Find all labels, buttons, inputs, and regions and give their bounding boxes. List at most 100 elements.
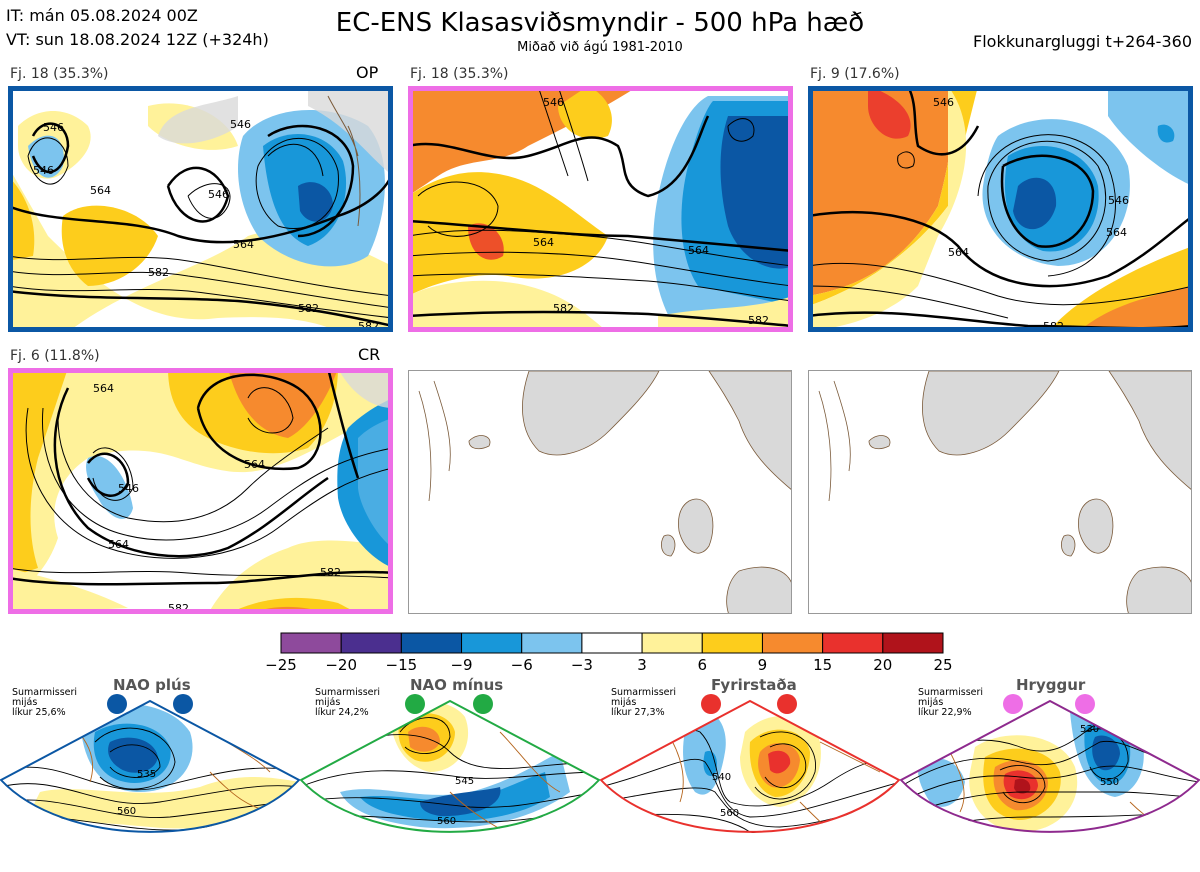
- regime-marker: [405, 694, 425, 714]
- contour-label: 564: [108, 538, 129, 551]
- contour-label: 564: [93, 382, 114, 395]
- colorbar-swatch: [761, 632, 824, 654]
- contour-label: 546: [543, 96, 564, 109]
- empty-map-2: [808, 370, 1192, 614]
- regime-map-ridge: 530 550 575: [900, 699, 1200, 849]
- regime-border: [0, 699, 300, 833]
- panel-border: [808, 86, 1193, 332]
- regime-contour-label: 560: [117, 806, 136, 817]
- colorbar-swatch: [581, 632, 643, 654]
- regime-border: [300, 699, 600, 833]
- colorbar-tick-label: 25: [933, 656, 953, 674]
- panel-border: [8, 86, 393, 332]
- colorbar-tick-label: −9: [450, 656, 473, 674]
- contour-label: 564: [90, 184, 111, 197]
- regime-marker: [473, 694, 493, 714]
- regime-contour-label: 575: [447, 850, 466, 861]
- regime-contour-label: 575: [1090, 838, 1109, 849]
- regime-contour-label: 560: [437, 816, 456, 827]
- regime-marker: [107, 694, 127, 714]
- colorbar-tick-label: 6: [697, 656, 708, 674]
- cluster-map-1: 546 546 546 564 582 546 564 582 582: [8, 86, 393, 332]
- page-subtitle: Miðað við ágú 1981-2010: [517, 40, 683, 55]
- contour-label: 564: [1106, 226, 1127, 239]
- panel-border: [8, 368, 393, 614]
- colorbar-tick-label: −20: [325, 656, 357, 674]
- colorbar-swatch: [641, 632, 703, 654]
- regime-contour-label: 540: [712, 772, 731, 783]
- contour-label: 546: [208, 188, 229, 201]
- regime-info-blocking: Sumarmisseri mijás líkur 27,3%: [611, 687, 677, 718]
- regime-contour-label: 530: [1080, 724, 1099, 735]
- contour-label: 546: [43, 121, 64, 134]
- panel-1-tag: OP: [356, 63, 379, 82]
- contour-label: 546: [933, 96, 954, 109]
- regime-map-blocking: 540 560 575: [600, 699, 900, 843]
- colorbar-tick-label: −15: [385, 656, 418, 674]
- colorbar: [280, 632, 944, 654]
- colorbar-swatch: [822, 632, 884, 654]
- regime-marker: [1003, 694, 1023, 714]
- regime-name-ridge: Hryggur: [1016, 676, 1086, 694]
- panel-4-tag: CR: [358, 345, 381, 364]
- colorbar-tick-label: −3: [570, 656, 593, 674]
- panel-border: [408, 86, 793, 332]
- classification-window-label: Flokkunargluggi t+264-360: [973, 32, 1192, 51]
- regime-marker: [1075, 694, 1095, 714]
- empty-map-1: [408, 370, 792, 614]
- page-title: EC-ENS Klasasviðsmyndir - 500 hPa hæð: [335, 8, 865, 38]
- contour-label: 546: [33, 164, 54, 177]
- contour-label: 582: [298, 302, 319, 315]
- cluster-map-4: 564 546 564 564 582 582: [8, 368, 393, 614]
- colorbar-tick-label: −25: [265, 656, 297, 674]
- contour-label: 582: [748, 314, 769, 327]
- regime-info-nao-minus: Sumarmisseri mijás líkur 24,2%: [315, 687, 381, 718]
- regime-name-blocking: Fyrirstaða: [711, 676, 797, 694]
- colorbar-tick-label: 15: [813, 656, 833, 674]
- regime-border: [600, 699, 900, 833]
- regime-name-nao-plus: NAO plús: [113, 676, 191, 694]
- colorbar-swatch: [280, 632, 342, 654]
- contour-label: 582: [148, 266, 169, 279]
- contour-label: 564: [688, 244, 709, 257]
- colorbar-tick-label: 20: [873, 656, 893, 674]
- contour-label: 546: [118, 482, 139, 495]
- regime-map-nao-minus: 545 560 575: [300, 699, 600, 861]
- regime-marker: [701, 694, 721, 714]
- regime-marker: [173, 694, 193, 714]
- colorbar-tick-label: 3: [637, 656, 647, 674]
- contour-label: 582: [320, 566, 341, 579]
- panel-2-label: Fj. 18 (35.3%): [410, 66, 509, 82]
- regime-info-nao-plus: Sumarmisseri mijás líkur 25,6%: [12, 687, 78, 718]
- panel-1-label: Fj. 18 (35.3%): [10, 66, 109, 82]
- colorbar-swatch: [461, 632, 523, 654]
- colorbar-swatch: [340, 632, 402, 654]
- regime-contour-label: 560: [720, 808, 739, 819]
- panel-4-label: Fj. 6 (11.8%): [10, 348, 100, 364]
- contour-label: 564: [533, 236, 554, 249]
- cluster-map-3: 546 546 564 564 582: [808, 86, 1193, 332]
- regime-marker: [777, 694, 797, 714]
- regime-contour-label: 550: [1100, 777, 1119, 788]
- regime-contour-label: 575: [737, 832, 756, 843]
- colorbar-swatch: [521, 632, 583, 654]
- regime-name-nao-minus: NAO mínus: [410, 676, 504, 694]
- regime-info-ridge: Sumarmisseri mijás líkur 22,9%: [918, 687, 984, 718]
- regime-map-nao-plus: 535 560: [0, 699, 300, 833]
- colorbar-swatch: [882, 632, 944, 654]
- regime-contour-label: 545: [455, 776, 474, 787]
- contour-label: 564: [233, 238, 254, 251]
- contour-label: 564: [948, 246, 969, 259]
- initial-time-label: IT: mán 05.08.2024 00Z: [6, 6, 198, 25]
- contour-label: 582: [553, 302, 574, 315]
- contour-label: 546: [230, 118, 251, 131]
- cluster-map-2: 546 564 582 564 582: [408, 86, 793, 332]
- contour-label: 546: [1108, 194, 1129, 207]
- contour-label: 564: [244, 458, 265, 471]
- panel-3-label: Fj. 9 (17.6%): [810, 66, 900, 82]
- colorbar-swatch: [701, 632, 763, 654]
- colorbar-swatch: [400, 632, 463, 654]
- regime-border: [900, 699, 1200, 833]
- regime-contour-label: 535: [137, 769, 156, 780]
- colorbar-tick-label: 9: [757, 656, 768, 674]
